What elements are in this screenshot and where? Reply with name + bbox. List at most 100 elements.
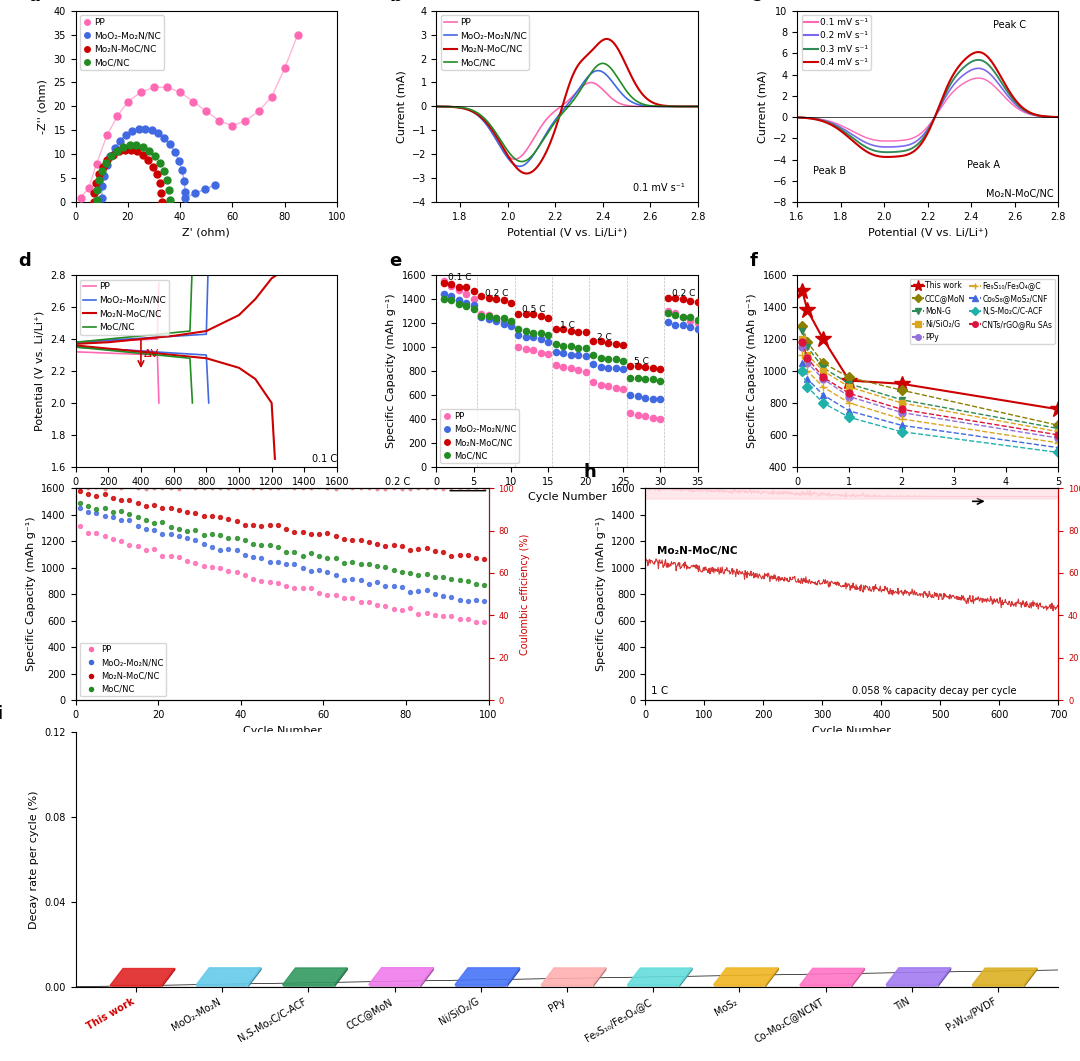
Point — [659, 303, 676, 320]
Point — [122, 141, 139, 158]
Point — [195, 526, 213, 543]
Point — [311, 585, 328, 602]
Point — [336, 530, 353, 547]
Point — [532, 331, 550, 348]
Point — [402, 481, 419, 498]
Point — [472, 288, 489, 305]
Text: h: h — [583, 464, 596, 482]
Point — [71, 494, 89, 511]
Point — [599, 350, 617, 367]
Text: 0.5 C: 0.5 C — [523, 306, 545, 314]
Point — [435, 275, 453, 292]
Point — [532, 344, 550, 361]
Legend: PP, MoO₂-Mo₂N/NC, Mo₂N-MoC/NC, MoC/NC: PP, MoO₂-Mo₂N/NC, Mo₂N-MoC/NC, MoC/NC — [80, 280, 168, 334]
Bar — [541, 985, 593, 987]
Point — [146, 515, 163, 532]
Point — [237, 479, 254, 495]
Point — [278, 479, 295, 495]
Point — [261, 517, 279, 534]
Text: 1 C: 1 C — [559, 320, 575, 330]
Point — [468, 550, 485, 567]
X-axis label: Cycle Number: Cycle Number — [243, 726, 322, 735]
Point — [377, 559, 394, 576]
Polygon shape — [800, 969, 864, 986]
Point — [630, 406, 647, 423]
X-axis label: Potential (V vs. Li/Li⁺): Potential (V vs. Li/Li⁺) — [507, 227, 627, 238]
Point — [137, 542, 154, 559]
Point — [480, 311, 497, 328]
Point — [286, 523, 303, 540]
Point — [487, 313, 504, 330]
Point — [368, 574, 386, 591]
Point — [71, 480, 89, 497]
Point — [630, 387, 647, 404]
Point — [203, 559, 220, 576]
Point — [269, 574, 286, 591]
Point — [147, 147, 164, 164]
Point — [161, 136, 178, 153]
Point — [195, 480, 213, 497]
Point — [468, 480, 485, 497]
Point — [156, 162, 173, 179]
Point — [622, 358, 639, 375]
Polygon shape — [593, 968, 606, 987]
Point — [569, 347, 586, 364]
Point — [114, 139, 132, 156]
Text: Peak C: Peak C — [993, 20, 1026, 30]
Point — [195, 536, 213, 553]
Point — [294, 547, 311, 564]
Point — [121, 137, 138, 154]
Point — [95, 168, 112, 185]
Text: Peak B: Peak B — [813, 166, 846, 175]
Point — [459, 546, 476, 563]
Point — [228, 512, 245, 529]
Point — [172, 84, 189, 101]
Point — [228, 529, 245, 546]
Point — [459, 480, 476, 497]
Point — [187, 480, 204, 497]
Point — [311, 526, 328, 543]
Point — [443, 588, 460, 605]
Point — [212, 509, 229, 526]
Point — [443, 288, 460, 305]
Text: 0.2 C: 0.2 C — [386, 477, 410, 487]
Point — [112, 480, 130, 497]
Point — [465, 282, 483, 299]
Point — [336, 590, 353, 607]
Y-axis label: Potential (V vs. Li/Li⁺): Potential (V vs. Li/Li⁺) — [35, 311, 45, 431]
Point — [244, 536, 261, 553]
Point — [659, 289, 676, 306]
Point — [495, 309, 512, 326]
Polygon shape — [541, 968, 606, 985]
Point — [434, 607, 451, 624]
Point — [368, 481, 386, 498]
Text: 0.1 C: 0.1 C — [447, 273, 471, 282]
Point — [119, 93, 136, 110]
Point — [480, 308, 497, 325]
Point — [187, 555, 204, 572]
Point — [352, 572, 369, 589]
Point — [206, 177, 224, 194]
Point — [187, 532, 204, 549]
Y-axis label: -Z'' (ohm): -Z'' (ohm) — [38, 79, 48, 134]
Point — [577, 340, 594, 356]
Point — [228, 541, 245, 558]
Point — [174, 162, 191, 179]
Point — [360, 556, 377, 573]
Point — [451, 592, 469, 609]
Point — [102, 147, 119, 164]
Point — [450, 278, 468, 295]
Point — [146, 541, 163, 558]
Point — [253, 518, 270, 535]
Point — [510, 320, 527, 337]
Point — [278, 521, 295, 538]
Point — [319, 563, 336, 580]
Point — [228, 563, 245, 580]
Point — [555, 320, 572, 337]
Bar — [714, 985, 766, 987]
Point — [607, 351, 624, 368]
Point — [130, 121, 147, 138]
Point — [253, 572, 270, 589]
Point — [336, 479, 353, 495]
Point — [71, 482, 89, 499]
